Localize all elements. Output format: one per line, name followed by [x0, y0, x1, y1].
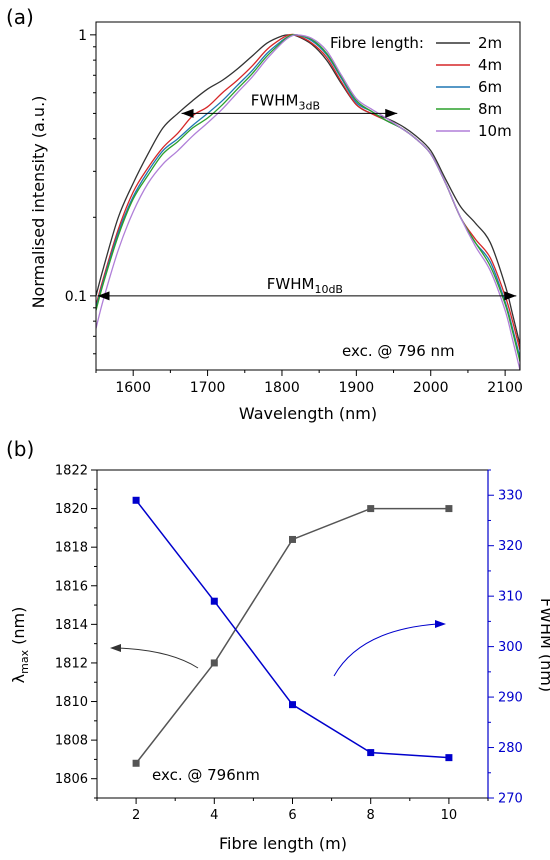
fwhm-10db-arrow-left: [97, 291, 110, 301]
panel-b-excitation-note: exc. @ 796nm: [152, 766, 260, 784]
series-line-2m: [96, 34, 520, 345]
fwhm-10db-label-main: FWHM: [267, 275, 315, 293]
lambda-max-series-marker: [367, 505, 375, 513]
fwhm-10db-arrow-right: [504, 291, 517, 301]
series-line-4m: [96, 33, 520, 351]
panel-b-left-tick-label: 1814: [55, 618, 88, 633]
panel-b-left-tick-label: 1818: [55, 541, 88, 556]
lambda-symbol: λ: [9, 674, 28, 683]
fwhm-series-marker: [210, 597, 218, 605]
panel-b-left-tick-label: 1810: [55, 695, 88, 710]
panel-a-series: [96, 33, 520, 370]
panel-b-x-axis-label: Fibre length (m): [219, 834, 347, 853]
fwhm-3db-label: FWHM3dB: [251, 91, 320, 112]
panel-b-annotations: exc. @ 796nm: [110, 620, 446, 784]
fwhm-3db-arrow-left: [181, 108, 194, 118]
fwhm-3db-arrow-right: [385, 108, 398, 118]
panel-a-x-tick-label: 2000: [413, 380, 449, 396]
panel-a-x-tick-label: 1700: [190, 380, 226, 396]
panel-b-right-tick-label: 320: [498, 539, 523, 554]
panel-a-y-tick-label: 1: [78, 28, 87, 44]
panel-a-label: (a): [6, 5, 34, 29]
legend-label-8m: 8m: [478, 100, 502, 118]
legend-title: Fibre length:: [330, 34, 424, 52]
panel-b-x-tick-label: 6: [288, 808, 296, 823]
lambda-max-series-marker: [445, 505, 453, 513]
panel-a-x-tick-label: 1900: [339, 380, 375, 396]
fwhm-10db-label-sub: 10dB: [314, 283, 343, 296]
legend-label-2m: 2m: [478, 34, 502, 52]
fwhm-series-marker: [132, 496, 140, 504]
lambda-subscript: max: [18, 649, 31, 673]
panel-a-x-tick-label: 1600: [115, 380, 151, 396]
panel-b-left-y-axis-label: λmax (nm): [9, 607, 31, 684]
fwhm-series-marker: [367, 749, 375, 757]
fwhm-series-marker: [289, 701, 296, 709]
panel-b-x-tick-label: 8: [367, 808, 375, 823]
panel-a-x-axis-label: Wavelength (nm): [239, 404, 377, 423]
panel-a-y-axis-label: Normalised intensity (a.u.): [29, 96, 48, 309]
lambda-unit: (nm): [9, 607, 28, 650]
panel-a-x-tick-label: 2100: [487, 380, 523, 396]
panel-a-ticks: 1600 1700 1800 1900 2000 2100 0.1 1: [65, 28, 523, 396]
panel-b-right-tick-label: 330: [498, 489, 523, 504]
lambda-max-series-marker: [132, 759, 140, 767]
fwhm-3db-label-main: FWHM: [251, 91, 299, 109]
panel-b-ticks: 2 4 6 8 10 1806 1808 1810 1812 1814 1816 1818 1820 18…: [55, 464, 523, 824]
legend-label-4m: 4m: [478, 56, 502, 74]
legend-label-6m: 6m: [478, 78, 502, 96]
series-line-6m: [96, 33, 520, 358]
left-axis-arrow-curve: [116, 647, 199, 669]
panel-b-right-tick-label: 290: [498, 691, 523, 706]
panel-b-left-tick-label: 1806: [55, 772, 88, 787]
panel-b-left-tick-label: 1822: [55, 464, 88, 479]
right-axis-arrow-head: [435, 620, 446, 628]
series-line-10m: [96, 34, 520, 370]
panel-b-right-tick-label: 280: [498, 741, 523, 756]
panel-b-right-y-axis-label: FWHM (nm): [537, 598, 550, 692]
panel-b-left-tick-label: 1816: [55, 579, 88, 594]
panel-b-left-tick-label: 1820: [55, 502, 88, 517]
lambda-max-series-marker: [289, 535, 296, 543]
panel-b-right-tick-label: 300: [498, 640, 523, 655]
lambda-max-series-line: [135, 507, 449, 764]
panel-b-x-tick-label: 2: [132, 808, 140, 823]
fwhm-3db-label-sub: 3dB: [298, 99, 320, 112]
legend-label-10m: 10m: [478, 122, 512, 140]
panel-b-left-tick-label: 1812: [55, 656, 88, 671]
panel-b-right-tick-label: 310: [498, 590, 523, 605]
panel-b-right-tick-label: 270: [498, 792, 523, 807]
fwhm-series-marker: [445, 754, 453, 762]
panel-a-y-tick-label: 0.1: [65, 289, 87, 305]
panel-b-x-tick-label: 4: [210, 808, 218, 823]
series-line-8m: [96, 33, 520, 362]
lambda-max-series-marker: [210, 659, 218, 667]
panel-a-plot-frame: [95, 21, 521, 371]
panel-b-series: [132, 496, 453, 767]
panel-a-legend: Fibre length: 2m 4m 6m 8m 10m: [330, 34, 512, 140]
panel-b-left-tick-label: 1808: [55, 734, 88, 749]
right-axis-arrow-curve: [333, 623, 438, 677]
panel-b-x-tick-label: 10: [441, 808, 458, 823]
panel-a-excitation-note: exc. @ 796 nm: [342, 342, 455, 360]
panel-b-label: (b): [6, 437, 34, 461]
panel-a-x-tick-label: 1800: [264, 380, 300, 396]
left-axis-arrow-head: [110, 644, 121, 652]
panel-b: (b) 2 4 6 8 10 1806 1808 1810 1812 1814 1816 1818 18…: [6, 437, 550, 853]
fwhm-10db-label: FWHM10dB: [267, 275, 343, 296]
